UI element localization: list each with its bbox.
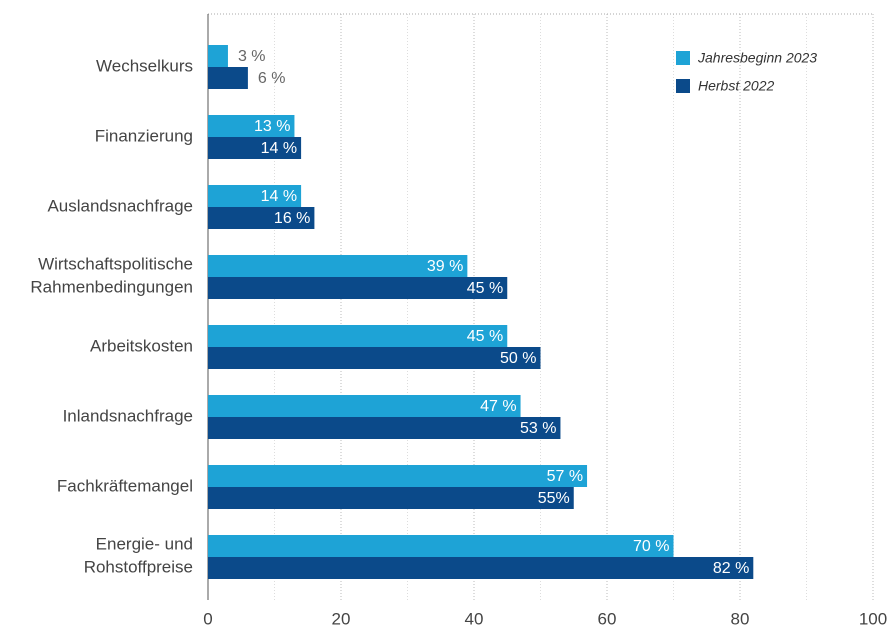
- bar: [208, 465, 588, 487]
- value-label: 3 %: [238, 48, 266, 65]
- value-label: 13 %: [254, 118, 290, 135]
- value-label: 39 %: [427, 258, 463, 275]
- y-tick-label: Wechselkurs: [96, 56, 193, 75]
- legend-swatch: [676, 79, 690, 93]
- value-label: 45 %: [467, 280, 503, 297]
- x-tick-label: 100: [859, 609, 887, 628]
- x-tick-label: 40: [465, 609, 484, 628]
- x-tick-label: 60: [598, 609, 617, 628]
- legend-label: Herbst 2022: [698, 78, 774, 94]
- x-tick-label: 20: [332, 609, 351, 628]
- bar: [208, 325, 508, 347]
- bar: [208, 417, 561, 439]
- y-tick-label: Arbeitskosten: [90, 336, 193, 355]
- value-label: 55%: [538, 490, 570, 507]
- bar: [208, 557, 754, 579]
- value-label: 50 %: [500, 350, 536, 367]
- y-tick-label: Fachkräftemangel: [57, 476, 193, 495]
- bar: [208, 277, 508, 299]
- bar: [208, 115, 295, 137]
- bar: [208, 535, 674, 557]
- value-label: 14 %: [261, 140, 297, 157]
- value-label: 47 %: [480, 398, 516, 415]
- bar: [208, 185, 302, 207]
- value-label: 53 %: [520, 420, 556, 437]
- value-label: 16 %: [274, 210, 310, 227]
- bar: [208, 487, 574, 509]
- bar: [208, 347, 541, 369]
- bar: [208, 207, 315, 229]
- y-tick-label: Inlandsnachfrage: [63, 406, 193, 425]
- bar: [208, 255, 468, 277]
- value-label: 82 %: [713, 560, 749, 577]
- y-tick-label: Auslandsnachfrage: [47, 196, 193, 215]
- value-label: 14 %: [261, 188, 297, 205]
- y-tick-label: Energie- und Rohstoffpreise: [84, 535, 193, 577]
- bar: [208, 395, 521, 417]
- y-tick-label: Finanzierung: [95, 126, 193, 145]
- y-tick-label: Wirtschaftspolitische Rahmenbedingungen: [30, 255, 193, 297]
- bar: [208, 67, 248, 89]
- bar: [208, 45, 228, 67]
- x-tick-label: 80: [731, 609, 750, 628]
- value-label: 45 %: [467, 328, 503, 345]
- bar: [208, 137, 302, 159]
- value-label: 6 %: [258, 70, 286, 87]
- legend-swatch: [676, 51, 690, 65]
- x-tick-label: 0: [203, 609, 212, 628]
- value-label: 70 %: [633, 538, 669, 555]
- legend-label: Jahresbeginn 2023: [697, 50, 817, 66]
- value-label: 57 %: [547, 468, 583, 485]
